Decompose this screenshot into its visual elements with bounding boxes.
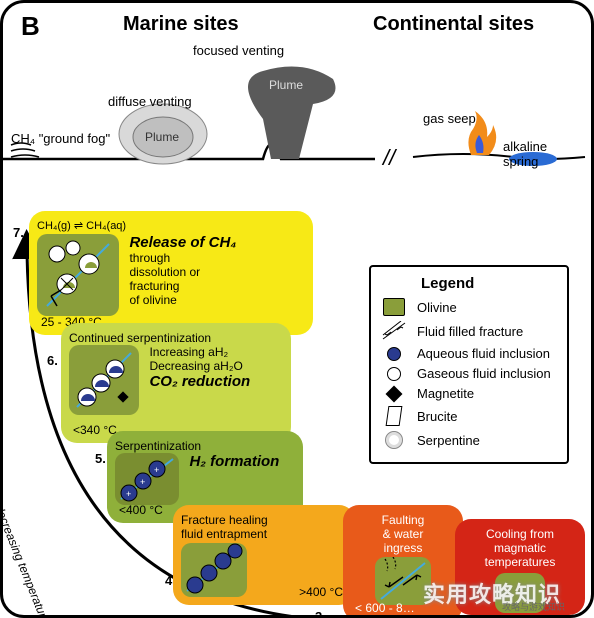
step-6-title: CO₂ reduction bbox=[149, 373, 250, 390]
step-6-l2: Increasing aH₂ bbox=[149, 345, 250, 359]
step-6-box: Continued serpentinization Increasing aH… bbox=[61, 323, 291, 443]
step-5-number: 5. bbox=[95, 451, 106, 466]
label-diffuse-venting: diffuse venting bbox=[108, 94, 192, 109]
step-3c-l2: magmatic bbox=[494, 541, 546, 555]
magnetite-icon bbox=[386, 385, 403, 402]
step-3c-l3: temperatures bbox=[485, 555, 556, 569]
gaseous-icon bbox=[387, 367, 401, 381]
olivine-swatch bbox=[383, 298, 405, 316]
legend-brucite: Brucite bbox=[417, 409, 457, 424]
legend-aqueous: Aqueous fluid inclusion bbox=[417, 346, 550, 361]
legend-olivine: Olivine bbox=[417, 300, 457, 315]
step-7-box: CH₄(g) ⇌ CH₄(aq) Release of CH₄ through … bbox=[29, 211, 313, 335]
fracture-icon bbox=[381, 321, 407, 341]
surface-scene: Plume Plume focused venting diffuse vent… bbox=[3, 49, 591, 189]
step-6-temp: <340 °C bbox=[73, 423, 117, 437]
step-6-mini bbox=[69, 345, 139, 415]
svg-text:+: + bbox=[126, 489, 131, 499]
arc-label: decreasing temperature / increasing … bbox=[0, 503, 82, 618]
label-focused-venting: focused venting bbox=[193, 43, 284, 58]
step-7-mini bbox=[37, 234, 119, 316]
label-ground-fog: CH₄ "ground fog" bbox=[11, 131, 110, 146]
watermark-sub: 攻略与游戏知识 bbox=[502, 600, 565, 613]
label-alkaline-spring: alkaline spring bbox=[503, 139, 547, 169]
step-3f-l2: & water bbox=[383, 527, 424, 541]
step-7-desc: through dissolution or fracturing of oli… bbox=[129, 251, 236, 307]
step-7-number: 7. bbox=[13, 225, 24, 240]
svg-text:+: + bbox=[154, 465, 159, 475]
header-continental: Continental sites bbox=[373, 13, 534, 36]
legend-fracture: Fluid filled fracture bbox=[417, 324, 523, 339]
legend-gaseous: Gaseous fluid inclusion bbox=[417, 366, 551, 381]
serpentine-icon bbox=[385, 431, 403, 449]
svg-text:Plume: Plume bbox=[145, 130, 179, 144]
step-5-title: H₂ formation bbox=[189, 453, 279, 470]
svg-text:+: + bbox=[140, 477, 145, 487]
step-4-l2: fluid entrapment bbox=[181, 527, 347, 541]
step-6-number: 6. bbox=[47, 353, 58, 368]
step-3f-temp: < 600 - 8… bbox=[355, 601, 415, 615]
step-5-mini: + + + bbox=[115, 453, 179, 505]
step-3f-l3: ingress bbox=[384, 541, 423, 555]
step-3-number: 3. bbox=[315, 609, 326, 618]
step-4-box: Fracture healing fluid entrapment >400 °… bbox=[173, 505, 355, 605]
scene-divider: // bbox=[383, 145, 395, 171]
step-4-temp: >400 °C bbox=[299, 585, 343, 599]
scene-svg: Plume Plume bbox=[3, 49, 594, 199]
legend-title: Legend bbox=[421, 275, 557, 292]
step-6-l3: Decreasing aH₂O bbox=[149, 359, 250, 373]
step-7-title: Release of CH₄ bbox=[129, 234, 236, 251]
step-6-l1: Continued serpentinization bbox=[69, 331, 283, 345]
brucite-icon bbox=[386, 406, 403, 426]
step-5-temp: <400 °C bbox=[119, 503, 163, 517]
aqueous-icon bbox=[387, 347, 401, 361]
panel-letter: B bbox=[21, 11, 40, 42]
legend-serpentine: Serpentine bbox=[417, 433, 480, 448]
step-3f-l1: Faulting bbox=[382, 513, 425, 527]
step-7-formula: CH₄(g) ⇌ CH₄(aq) bbox=[37, 219, 305, 232]
step-4-l1: Fracture healing bbox=[181, 513, 347, 527]
step-4-mini bbox=[181, 543, 247, 597]
legend-magnetite: Magnetite bbox=[417, 386, 474, 401]
svg-text:Plume: Plume bbox=[269, 78, 303, 92]
step-5-l1: Serpentinization bbox=[115, 439, 295, 453]
figure-panel: B Marine sites Continental sites Plume P… bbox=[0, 0, 594, 618]
header-marine: Marine sites bbox=[123, 13, 239, 36]
label-gas-seep: gas seep bbox=[423, 111, 476, 126]
step-3c-l1: Cooling from bbox=[486, 527, 554, 541]
legend-box: Legend Olivine Fluid filled fracture Aqu… bbox=[369, 265, 569, 464]
